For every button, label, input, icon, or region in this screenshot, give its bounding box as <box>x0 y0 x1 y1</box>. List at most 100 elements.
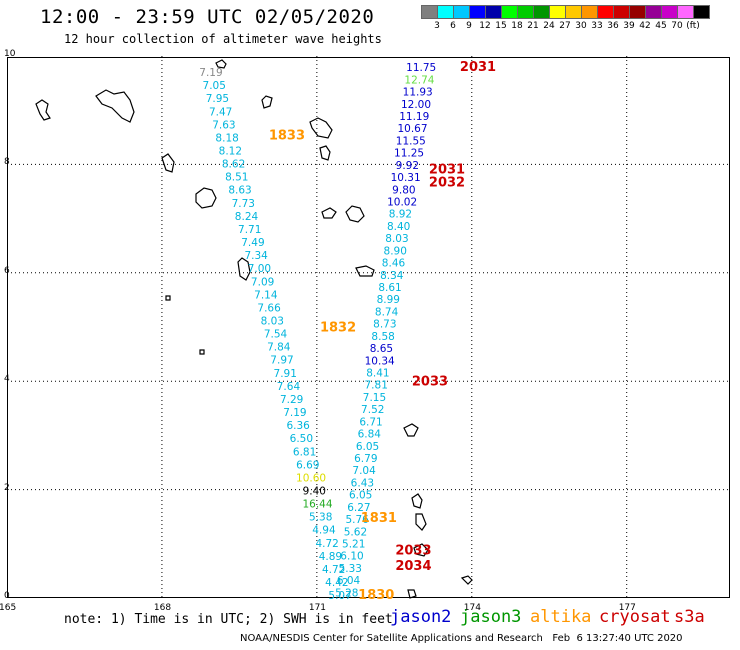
west-track-wave-height: 7.54 <box>264 329 288 341</box>
west-track-wave-height: 5.38 <box>309 512 332 524</box>
west-track-wave-height: 8.18 <box>215 132 238 144</box>
west-track-wave-height: 7.49 <box>241 237 264 249</box>
west-track-wave-height: 7.63 <box>212 119 235 131</box>
island-outline <box>95 89 135 123</box>
island-outline <box>413 543 429 557</box>
legend-altika: altika <box>530 607 592 627</box>
west-track-wave-height: 7.19 <box>199 67 222 79</box>
west-track-wave-height: 7.09 <box>251 276 274 288</box>
west-track-wave-height: 7.91 <box>274 368 297 380</box>
pass-time-label: 2032 <box>429 176 465 191</box>
legend-label: 36 <box>607 21 619 31</box>
west-track-wave-height: 7.71 <box>238 224 261 236</box>
island-outline <box>261 95 273 109</box>
west-track-wave-height: 6.50 <box>290 433 313 445</box>
east-track-wave-height: 8.65 <box>370 343 393 355</box>
east-track-wave-height: 8.03 <box>385 233 408 245</box>
island-outline <box>415 513 427 531</box>
west-track-wave-height: 7.66 <box>257 302 281 314</box>
west-track-wave-height: 4.94 <box>312 525 336 537</box>
west-track-wave-height: 4.89 <box>319 551 342 563</box>
legend-jason2: jason2 <box>390 607 452 627</box>
east-track-wave-height: 9.92 <box>396 160 419 172</box>
east-track-wave-height: 6.10 <box>340 551 363 563</box>
west-track-wave-height: 7.14 <box>254 289 278 301</box>
west-track-wave-height: 7.95 <box>206 93 229 105</box>
color-legend: 3 6 9 12 15 18 21 24 27 30 33 36 39 42 45 70 (ft) <box>421 5 710 31</box>
x-tick-label: 171 <box>308 603 327 613</box>
footer-note: note: 1) Time is in UTC; 2) SWH is in fe… <box>64 612 393 627</box>
legend-label: 42 <box>639 21 651 31</box>
y-tick-label: 4 <box>4 374 10 385</box>
island-outline <box>345 205 365 223</box>
pass-time-label: 2033 <box>395 544 431 559</box>
pass-time-label: 2033 <box>412 375 448 390</box>
east-track-wave-height: 8.92 <box>389 209 412 221</box>
east-track-wave-height: 5.76 <box>345 514 369 526</box>
page-subtitle: 12 hour collection of altimeter wave hei… <box>64 32 382 46</box>
east-track-wave-height: 8.99 <box>377 294 400 306</box>
east-track-wave-height: 8.61 <box>378 282 401 294</box>
map-grid <box>7 56 730 598</box>
west-track-wave-height: 16.44 <box>302 499 332 511</box>
x-tick-label: 168 <box>153 603 172 613</box>
legend-swatch <box>693 5 710 19</box>
island-outline <box>355 265 375 277</box>
legend-label: (ft) <box>686 21 700 31</box>
east-track-wave-height: 12.00 <box>401 99 431 111</box>
legend-label: 21 <box>527 21 539 31</box>
west-track-wave-height: 5.07 <box>328 590 351 602</box>
east-track-wave-height: 11.19 <box>399 111 429 123</box>
east-track-wave-height: 6.84 <box>358 429 382 441</box>
east-track-wave-height: 8.58 <box>371 331 394 343</box>
pass-time-label: 2031 <box>429 163 465 178</box>
east-track-wave-height: 10.67 <box>397 123 427 135</box>
x-tick-label: 165 <box>0 603 17 613</box>
east-track-wave-height: 8.34 <box>380 270 404 282</box>
island-outline <box>237 257 251 281</box>
island-outline <box>161 153 175 173</box>
west-track-wave-height: 7.47 <box>209 106 232 118</box>
west-track-wave-height: 6.69 <box>296 459 319 471</box>
pass-time-label: 1832 <box>320 320 356 335</box>
east-track-wave-height: 6.04 <box>337 575 361 587</box>
east-track-wave-height: 6.05 <box>356 441 379 453</box>
east-track-wave-height: 7.15 <box>363 392 386 404</box>
east-track-wave-height: 5.33 <box>339 563 362 575</box>
legend-label: 33 <box>591 21 603 31</box>
west-track-wave-height: 4.42 <box>325 577 348 589</box>
y-tick-label: 10 <box>4 49 16 59</box>
legend-jason3: jason3 <box>460 607 522 627</box>
island-outline <box>165 295 171 301</box>
y-tick-label: 0 <box>4 591 10 601</box>
pass-time-label: 2034 <box>395 559 431 574</box>
legend-s3a: s3a <box>674 607 705 627</box>
west-track-wave-height: 7.64 <box>277 381 301 393</box>
west-track-wave-height: 4.72 <box>315 538 338 550</box>
east-track-wave-height: 6.79 <box>354 453 377 465</box>
west-track-wave-height: 7.29 <box>280 394 303 406</box>
pass-time-label: 2031 <box>460 60 496 75</box>
west-track-wave-height: 8.63 <box>228 185 251 197</box>
y-tick-label: 8 <box>4 157 10 168</box>
east-track-wave-height: 8.41 <box>366 368 389 380</box>
east-track-wave-height: 6.43 <box>351 477 374 489</box>
east-track-wave-height: 5.21 <box>342 539 365 551</box>
altimeter-tracks: 7.197.057.957.477.638.188.128.628.518.63… <box>199 62 436 602</box>
east-track-wave-height: 10.31 <box>391 172 421 184</box>
west-track-wave-height: 7.97 <box>270 355 293 367</box>
west-track-wave-height: 7.73 <box>232 198 255 210</box>
legend-label: 70 <box>671 21 683 31</box>
east-track-wave-height: 8.73 <box>373 319 396 331</box>
east-track-wave-height: 5.62 <box>344 526 367 538</box>
east-track-wave-height: 10.34 <box>365 355 395 367</box>
east-track-wave-height: 5.28 <box>335 587 358 599</box>
east-track-wave-height: 11.75 <box>406 62 436 74</box>
legend-label: 3 <box>434 21 440 31</box>
west-track-wave-height: 10.60 <box>296 472 326 484</box>
legend-color-bar <box>421 5 710 19</box>
legend-label: 39 <box>623 21 635 31</box>
east-track-wave-height: 12.74 <box>404 74 434 86</box>
